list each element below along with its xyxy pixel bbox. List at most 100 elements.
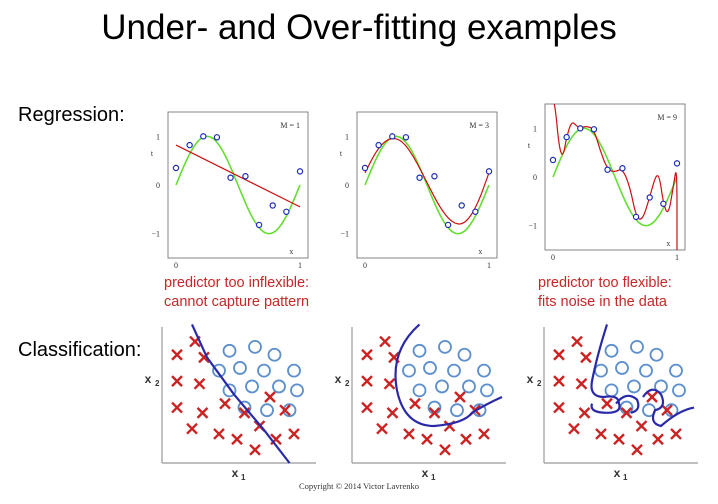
data-point	[227, 174, 234, 181]
cross-stroke	[193, 377, 206, 390]
class-circle-marker	[654, 379, 668, 394]
inflexible-note-line2: cannot capture pattern	[164, 294, 310, 310]
data-point	[375, 141, 382, 149]
cross-stroke	[388, 351, 400, 364]
cross-stroke	[601, 397, 613, 410]
cross-stroke	[553, 375, 565, 388]
class-circle-marker	[457, 347, 472, 362]
class-circle-marker	[477, 363, 491, 378]
class-cross-marker	[219, 397, 231, 410]
x-tick-label: 0	[551, 253, 555, 262]
data-point	[458, 202, 465, 209]
regression-panel-m9: 10−1t0 1xM = 9	[528, 103, 686, 262]
cross-stroke	[661, 404, 673, 417]
y-tick-label: 0	[533, 173, 537, 182]
y-tick-label: 1	[533, 124, 537, 133]
class-cross-marker	[213, 428, 225, 440]
class-circle-marker	[287, 363, 301, 378]
class-cross-marker	[361, 375, 373, 388]
x-tick-label: 1	[675, 253, 679, 262]
cross-stroke	[478, 428, 490, 440]
data-point	[590, 126, 598, 133]
x-axis-label: x	[666, 239, 670, 248]
y-tick-label: −1	[151, 230, 160, 239]
y-tick-label: 1	[156, 132, 160, 141]
y-axis-label: x	[527, 372, 534, 386]
y-axis-label: t	[151, 149, 154, 158]
class-circle-marker	[435, 379, 449, 394]
class-cross-marker	[620, 406, 633, 419]
class-cross-marker	[460, 433, 472, 446]
class-circle-marker	[604, 343, 619, 358]
class-cross-marker	[379, 335, 391, 348]
y-tick-label: 0	[156, 181, 160, 190]
slide-title: Under- and Over-fitting examples	[101, 8, 617, 47]
cross-stroke	[652, 433, 664, 446]
class-cross-marker	[595, 428, 607, 440]
class-cross-marker	[171, 375, 183, 388]
class-cross-marker	[196, 406, 209, 419]
cross-stroke	[279, 404, 291, 417]
cross-stroke	[186, 422, 198, 435]
cross-stroke	[578, 406, 591, 419]
model-order-label: M = 9	[657, 113, 677, 122]
cross-stroke	[171, 348, 183, 361]
x-axis-subscript: 1	[623, 473, 628, 482]
class-cross-marker	[386, 406, 399, 419]
class-circle-marker	[222, 383, 237, 398]
cross-stroke	[454, 391, 466, 403]
class-circle-marker	[627, 379, 641, 394]
x-axis-subscript: 1	[431, 473, 436, 482]
class-cross-marker	[409, 397, 421, 410]
cross-stroke	[439, 443, 451, 456]
cross-stroke	[171, 375, 183, 388]
y-axis-subscript: 2	[537, 379, 542, 388]
class-circle-marker	[245, 379, 259, 394]
cross-stroke	[575, 377, 588, 390]
data-point	[632, 213, 640, 221]
cross-stroke	[553, 401, 565, 414]
data-point	[673, 160, 681, 167]
y-axis-label: x	[335, 372, 342, 386]
class-circle-marker	[412, 343, 427, 358]
class-circle-marker	[412, 383, 427, 398]
data-point	[269, 202, 276, 209]
class-cross-marker	[578, 406, 591, 419]
class-cross-marker	[249, 443, 261, 456]
true-function-curve	[364, 135, 490, 235]
cross-stroke	[379, 335, 391, 348]
cross-stroke	[580, 351, 592, 364]
data-point	[660, 200, 667, 207]
class-cross-marker	[186, 422, 198, 435]
cross-stroke	[670, 428, 682, 440]
class-circle-marker	[402, 363, 416, 378]
class-circle-marker	[669, 363, 683, 378]
x-tick-label: 1	[298, 261, 302, 270]
class-cross-marker	[646, 391, 658, 403]
fitted-curve	[553, 104, 678, 250]
class-cross-marker	[231, 433, 243, 446]
cross-stroke	[428, 406, 441, 419]
model-order-label: M = 3	[469, 121, 489, 130]
class-cross-marker	[478, 428, 490, 440]
class-cross-marker	[670, 428, 682, 440]
data-point	[549, 156, 557, 164]
cross-stroke	[361, 375, 373, 388]
data-point	[444, 221, 452, 229]
cross-stroke	[620, 406, 633, 419]
class-cross-marker	[631, 443, 643, 456]
y-tick-label: 1	[345, 132, 349, 141]
y-axis-subscript: 2	[155, 379, 160, 388]
class-cross-marker	[428, 406, 441, 419]
cross-stroke	[361, 401, 373, 414]
class-cross-marker	[198, 351, 210, 364]
class-cross-marker	[403, 428, 415, 440]
y-axis-subscript: 2	[345, 379, 350, 388]
regression-row-label: Regression:	[18, 104, 125, 126]
class-cross-marker	[571, 335, 583, 348]
cross-stroke	[460, 433, 472, 446]
class-circle-marker	[672, 383, 686, 398]
class-circle-marker	[630, 339, 644, 354]
x-tick-label: 1	[487, 261, 491, 270]
class-cross-marker	[279, 404, 291, 417]
